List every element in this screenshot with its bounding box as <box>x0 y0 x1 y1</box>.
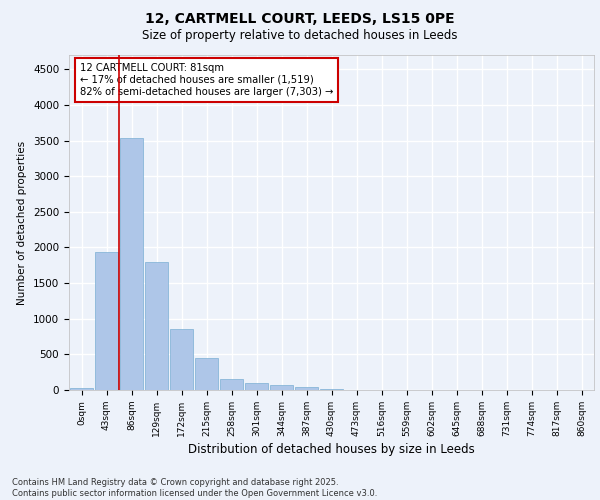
Bar <box>220 378 243 390</box>
Bar <box>270 386 293 390</box>
Bar <box>195 358 218 390</box>
X-axis label: Distribution of detached houses by size in Leeds: Distribution of detached houses by size … <box>188 443 475 456</box>
Text: Contains HM Land Registry data © Crown copyright and database right 2025.
Contai: Contains HM Land Registry data © Crown c… <box>12 478 377 498</box>
Bar <box>70 388 93 390</box>
Bar <box>120 138 143 390</box>
Bar <box>320 389 343 390</box>
Bar <box>295 387 318 390</box>
Text: 12 CARTMELL COURT: 81sqm
← 17% of detached houses are smaller (1,519)
82% of sem: 12 CARTMELL COURT: 81sqm ← 17% of detach… <box>79 64 333 96</box>
Bar <box>245 382 268 390</box>
Text: 12, CARTMELL COURT, LEEDS, LS15 0PE: 12, CARTMELL COURT, LEEDS, LS15 0PE <box>145 12 455 26</box>
Y-axis label: Number of detached properties: Number of detached properties <box>17 140 28 304</box>
Bar <box>95 252 118 390</box>
Text: Size of property relative to detached houses in Leeds: Size of property relative to detached ho… <box>142 29 458 42</box>
Bar <box>170 328 193 390</box>
Bar <box>145 262 168 390</box>
